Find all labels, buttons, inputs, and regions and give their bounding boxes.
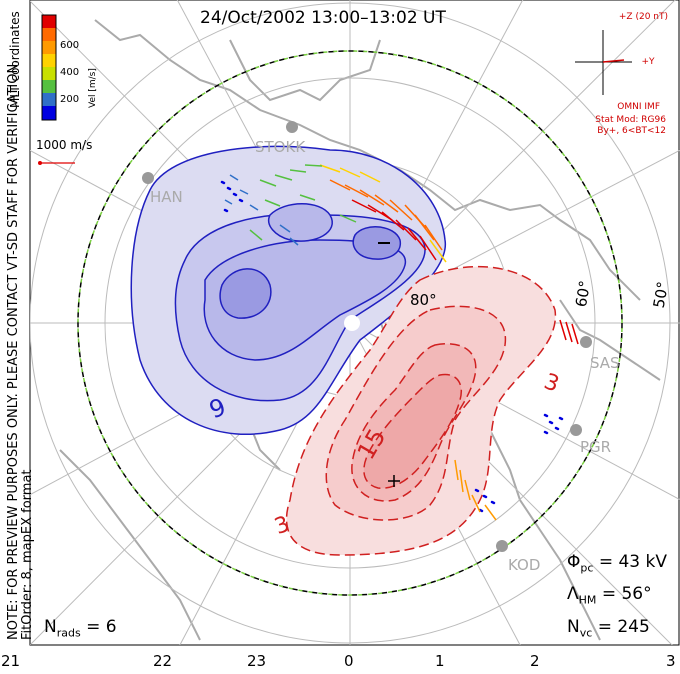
colorbar-swatch-2 [42,41,56,54]
positive-cell [285,265,557,556]
mlt-tick-21: 21 [1,652,21,670]
mlt-tick-0: 0 [344,652,354,670]
page-title: 24/Oct/2002 13:00–13:02 UT [200,8,446,28]
station-label-pgr: PGR [580,438,611,456]
imf-dial [575,30,632,95]
station-marker-pgr [570,424,582,436]
imf-y-label: +Y [641,57,655,67]
colorbar-swatch-3 [42,54,56,67]
imf-model-params: By+, 6<BT<12 [597,126,666,136]
preview-notice: NOTE: FOR PREVIEW PURPOSES ONLY. PLEASE … [6,59,21,640]
station-label-kod: KOD [508,556,540,574]
colorbar-swatch-0 [42,15,56,28]
station-marker-han [142,172,154,184]
imf-source: OMNI IMF [617,102,660,112]
station-marker-sas [580,336,592,348]
station-label-stokk: STOKK [255,138,306,156]
n-vc-symbol: Nvc [567,617,593,640]
station-label-han: HAN [150,188,183,206]
hm-boundary-green [77,50,623,596]
phi-pc-value: = 43 kV [598,552,667,572]
colorbar [41,14,57,121]
coord-label: MLT coordinates [8,11,22,108]
n-vc-value: = 245 [597,617,650,637]
mlt-tick-22: 22 [153,652,173,670]
lambda-hm: ΛHM = 56° [567,584,652,606]
latitude-label-50: 50° [650,280,672,309]
colorbar-tick-600: 600 [60,40,79,51]
n-rads-symbol: Nrads [44,617,81,640]
lambda-hm-value: = 56° [601,584,652,604]
mlt-tick-1: 1 [435,652,445,670]
mlt-tick-23: 23 [247,652,267,670]
colorbar-label: Vel [m/s] [88,68,98,108]
lambda-hm-symbol: ΛHM [567,584,597,607]
n-rads-value: = 6 [86,617,117,637]
colorbar-swatch-4 [42,67,56,80]
reference-vector-label: 1000 m/s [36,138,93,152]
station-label-sas: SAS [590,354,620,372]
station-marker-kod [496,540,508,552]
fit-order: FitOrder: 8, mapEX format [20,469,35,640]
mlt-tick-3: 3 [666,652,676,670]
phi-pc-symbol: Φpc [567,552,594,575]
imf-vector [602,59,625,63]
colorbar-tick-400: 400 [60,67,79,78]
imf-model: Stat Mod: RG96 [595,115,666,125]
n-rads: Nrads = 6 [44,617,117,639]
station-markers [142,121,592,552]
negative-cell [130,145,446,435]
pole-marker [344,315,360,331]
colorbar-swatch-1 [42,28,56,41]
latitude-label-60: 60° [572,279,594,308]
n-vc: Nvc = 245 [567,617,650,639]
latitude-label-80: 80° [410,291,437,309]
colorbar-swatch-6 [42,93,56,106]
station-marker-stokk [286,121,298,133]
phi-pc: Φpc = 43 kV [567,552,667,574]
imf-z-label: +Z (20 nT) [618,12,668,22]
contour-label-3-upper: 3 [541,369,563,397]
colorbar-swatch-7 [42,106,56,120]
mlt-tick-2: 2 [530,652,540,670]
velocity-vectors [220,164,579,521]
colorbar-tick-200: 200 [60,94,79,105]
colorbar-swatch-5 [42,80,56,93]
